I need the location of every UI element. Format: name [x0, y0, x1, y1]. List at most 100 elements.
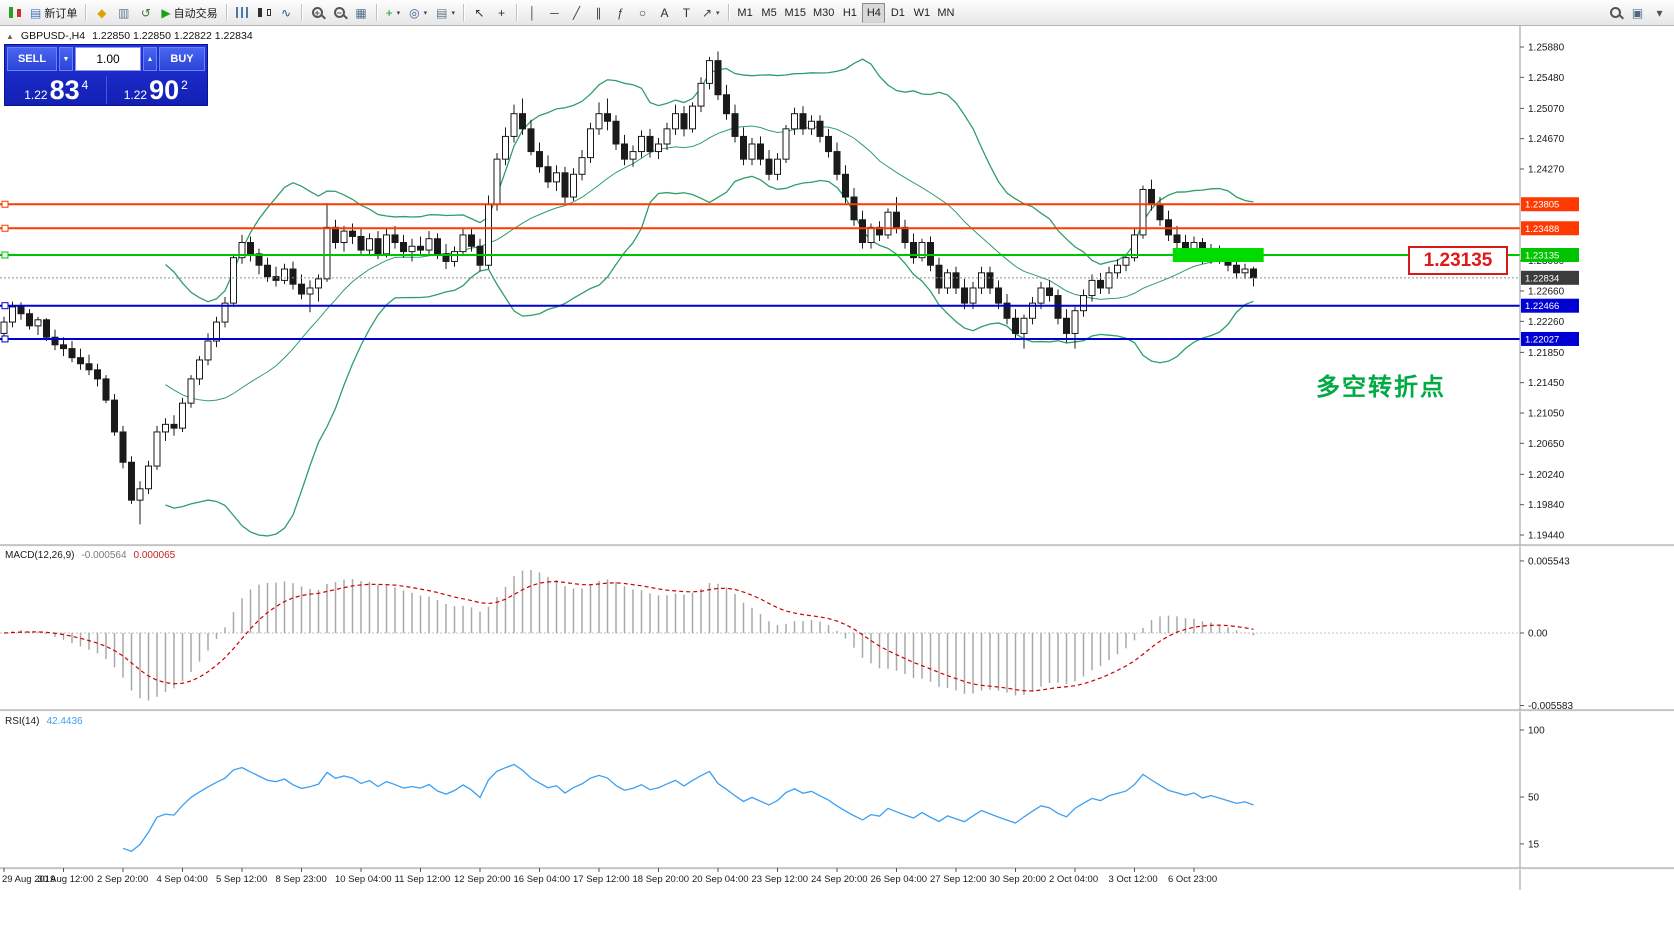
channel-icon[interactable]: ∥	[588, 2, 609, 23]
chevron-down-icon: ▾	[423, 9, 428, 17]
arrows-tool-icon[interactable]: ↗ ▾	[698, 2, 724, 23]
shapes-icon[interactable]: ○	[632, 2, 653, 23]
line-anchor-handle[interactable]	[1, 302, 9, 310]
app-icon[interactable]	[4, 2, 25, 23]
time-axis-label: 8 Sep 23:00	[276, 874, 327, 885]
time-axis-label: 23 Sep 12:00	[752, 874, 809, 885]
macd-axis-label: 0.00	[1528, 629, 1548, 640]
bollinger-band	[165, 125, 1254, 402]
tile-windows-icon[interactable]: ▦	[351, 2, 372, 23]
sell-price-small: 1.22	[24, 88, 48, 102]
one-click-trading-panel: SELL ▼ ▲ BUY 1.22 83 4 1.22 90 2	[4, 44, 208, 106]
toolbar-divider	[225, 4, 228, 21]
turning-point-annotation: 多空转折点	[1316, 374, 1446, 401]
svg-text:1.23135: 1.23135	[1525, 251, 1559, 262]
line-chart-icon[interactable]: ∿	[276, 2, 297, 23]
line-anchor-handle[interactable]	[1, 251, 9, 259]
rsi-line	[122, 763, 1254, 853]
time-axis-label: 4 Sep 04:00	[157, 874, 208, 885]
chart-windows-icon[interactable]: ▣	[1627, 2, 1648, 23]
line-anchor-handle[interactable]	[1, 335, 9, 343]
autotrade-button[interactable]: ▶ 自动交易	[157, 2, 221, 23]
line-anchor-handle[interactable]	[1, 224, 9, 232]
bar-chart-icon[interactable]	[232, 2, 253, 23]
timeframe-w1[interactable]: W1	[910, 3, 933, 23]
time-axis-label: 3 Oct 12:00	[1109, 874, 1158, 885]
price-tick-label: 1.21850	[1528, 348, 1565, 359]
rsi-axis-label: 15	[1528, 839, 1540, 850]
buy-button[interactable]: BUY	[159, 47, 205, 71]
svg-text:1.23805: 1.23805	[1525, 200, 1559, 211]
collapse-panel-icon[interactable]: ▲	[6, 31, 14, 41]
chevron-down-icon: ▾	[716, 9, 720, 17]
indicators-button[interactable]: + ▾	[382, 2, 405, 23]
chart-header: ▲ GBPUSD-,H4 1.22850 1.22850 1.22822 1.2…	[6, 30, 253, 42]
crosshair-icon[interactable]: +	[491, 2, 512, 23]
price-tick-label: 1.22260	[1528, 317, 1565, 328]
sell-price[interactable]: 1.22 83 4	[7, 77, 106, 104]
time-axis-label: 20 Sep 04:00	[692, 874, 749, 885]
vertical-line-icon[interactable]: │	[522, 2, 543, 23]
rsi-value: 42.4436	[46, 716, 83, 727]
label-tool-icon[interactable]: T	[676, 2, 697, 23]
market-watch-icon[interactable]: ▥	[113, 2, 134, 23]
bars-glyph	[235, 7, 249, 18]
price-tick-label: 1.21050	[1528, 409, 1565, 420]
new-order-button[interactable]: ▤ 新订单	[26, 2, 81, 23]
favorites-icon[interactable]: ◆	[91, 2, 112, 23]
sell-button[interactable]: SELL	[7, 47, 57, 71]
buy-price[interactable]: 1.22 90 2	[107, 77, 206, 104]
timeframe-m1[interactable]: M1	[734, 3, 757, 23]
macd-name: MACD(12,26,9)	[5, 550, 75, 561]
volume-input[interactable]	[75, 47, 141, 71]
highlight-rectangle[interactable]	[1172, 248, 1264, 263]
price-tick-label: 1.21450	[1528, 378, 1565, 389]
timeframe-d1[interactable]: D1	[886, 3, 909, 23]
timeframe-m15[interactable]: M15	[782, 3, 809, 23]
search-icon[interactable]	[1605, 2, 1626, 23]
templates-icon[interactable]: ▤ ▾	[432, 2, 459, 23]
cursor-icon[interactable]: ↖	[469, 2, 490, 23]
price-tick-label: 1.24270	[1528, 165, 1565, 176]
buy-price-big: 90	[149, 75, 180, 105]
time-axis-label: 2 Sep 20:00	[97, 874, 148, 885]
chevron-down-icon: ▾	[396, 9, 401, 17]
text-tool-icon[interactable]: A	[654, 2, 675, 23]
price-tick-label: 1.25880	[1528, 43, 1565, 54]
zoom-in-icon[interactable]: +	[307, 2, 328, 23]
navigator-icon[interactable]: ◎ ▾	[405, 2, 431, 23]
timeframe-h4[interactable]: H4	[862, 2, 886, 23]
time-axis-label: 27 Sep 12:00	[930, 874, 987, 885]
price-tick-label: 1.24670	[1528, 134, 1565, 145]
rsi-axis-label: 100	[1528, 726, 1545, 737]
bollinger-band	[165, 175, 1254, 537]
price-badge	[1521, 221, 1579, 236]
fibonacci-icon[interactable]: ƒ	[610, 2, 631, 23]
trendline-icon[interactable]: ╱	[566, 2, 587, 23]
timeframe-h1[interactable]: H1	[838, 3, 861, 23]
macd-signal-line	[3, 580, 1254, 692]
volume-down-button[interactable]: ▼	[59, 47, 73, 71]
sell-price-big: 83	[49, 75, 80, 105]
time-axis-label: 29 Aug 2019	[2, 874, 55, 885]
timeframe-m30[interactable]: M30	[810, 3, 837, 23]
price-callout[interactable]: 1.23135	[1408, 246, 1508, 275]
timeframe-m5[interactable]: M5	[758, 3, 781, 23]
zoom-out-icon[interactable]: −	[329, 2, 350, 23]
price-tick-label: 1.20650	[1528, 439, 1565, 450]
toolbar-divider	[300, 4, 303, 21]
price-badge	[1521, 248, 1579, 263]
volume-up-button[interactable]: ▲	[143, 47, 157, 71]
horizontal-line-icon[interactable]: ─	[544, 2, 565, 23]
rsi-indicator-label: RSI(14) 42.4436	[5, 716, 83, 727]
more-tools-icon[interactable]: ▾	[1649, 2, 1670, 23]
candlestick-chart-icon[interactable]	[254, 2, 275, 23]
line-anchor-handle[interactable]	[1, 200, 9, 208]
macd-main-value: -0.000564	[81, 550, 127, 561]
buy-price-small: 1.22	[123, 88, 148, 102]
time-axis-label: 11 Sep 12:00	[395, 874, 451, 885]
svg-text:1.22834: 1.22834	[1525, 273, 1559, 284]
timeframe-mn[interactable]: MN	[934, 3, 957, 23]
refresh-icon[interactable]: ↺	[135, 2, 156, 23]
